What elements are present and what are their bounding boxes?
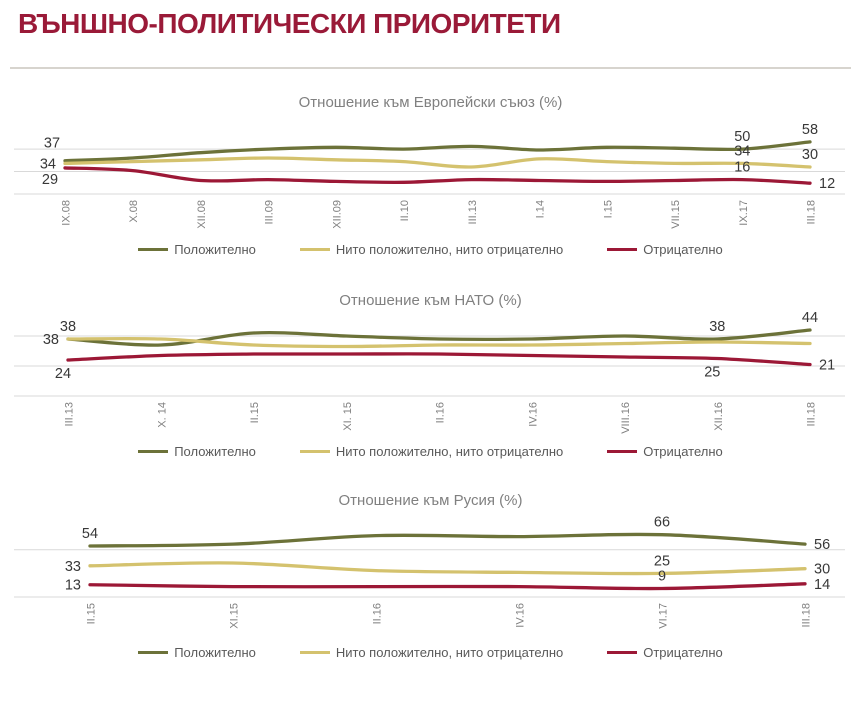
legend-item-neutral: Нито положително, нито отрицателно — [299, 645, 564, 660]
svg-text:21: 21 — [819, 358, 835, 374]
svg-text:38: 38 — [709, 319, 725, 335]
svg-text:II.15: II.15 — [86, 603, 98, 624]
legend-label-positive: Положително — [174, 645, 256, 660]
svg-text:29: 29 — [42, 172, 58, 188]
legend-label-neutral: Нито положително, нито отрицателно — [335, 444, 564, 459]
chart-nato: Отношение към НАТО (%) III.13 X. 14 II.15 X… — [0, 291, 861, 459]
svg-text:25: 25 — [704, 365, 720, 381]
svg-text:III.18: III.18 — [806, 200, 818, 224]
svg-text:56: 56 — [814, 537, 830, 553]
page-title: ВЪНШНО-ПОЛИТИЧЕСКИ ПРИОРИТЕТИ — [18, 8, 561, 39]
chart-eu-legend: Положително Нито положително, нито отриц… — [0, 242, 861, 257]
chart-eu: Отношение към Европейски съюз (%) IX.08 X… — [0, 93, 861, 257]
svg-text:II.16: II.16 — [372, 603, 384, 624]
svg-text:XI. 15: XI. 15 — [342, 402, 354, 431]
svg-text:VII.15: VII.15 — [670, 200, 682, 229]
svg-text:III.09: III.09 — [264, 200, 276, 224]
svg-text:II.10: II.10 — [399, 200, 411, 221]
legend-label-neutral: Нито положително, нито отрицателно — [335, 645, 564, 660]
svg-text:I.15: I.15 — [602, 200, 614, 218]
legend-line-positive-icon — [138, 450, 169, 453]
svg-text:34: 34 — [40, 156, 56, 172]
chart-nato-plot: III.13 X. 14 II.15 XI. 15 II.16 IV.16 VIII.16 X… — [14, 312, 845, 434]
svg-text:34: 34 — [734, 143, 750, 159]
legend-line-positive-icon — [138, 651, 169, 654]
svg-text:XII.09: XII.09 — [331, 200, 343, 229]
svg-text:XII.08: XII.08 — [196, 200, 208, 229]
svg-text:III.13: III.13 — [467, 200, 479, 224]
legend-item-negative: Отрицателно — [607, 242, 723, 257]
report-page: ВЪНШНО-ПОЛИТИЧЕСКИ ПРИОРИТЕТИ Отношение … — [0, 6, 861, 707]
chart-russia: Отношение към Русия (%) II.15 XI.15 II.16 I… — [0, 491, 861, 660]
legend-item-neutral: Нито положително, нито отрицателно — [299, 444, 564, 459]
legend-line-negative-icon — [607, 450, 638, 453]
legend-label-negative: Отрицателно — [643, 242, 723, 257]
chart-russia-plot: II.15 XI.15 II.16 IV.16 VI.17 III.18 54 33 13 66 2… — [14, 515, 845, 629]
chart-eu-title: Отношение към Европейски съюз (%) — [298, 94, 563, 111]
legend-line-negative-icon — [607, 651, 638, 654]
legend-item-positive: Положително — [138, 242, 256, 257]
svg-text:IX.08: IX.08 — [61, 200, 73, 226]
svg-text:9: 9 — [658, 569, 666, 585]
legend-item-positive: Положително — [138, 645, 256, 660]
svg-text:50: 50 — [734, 129, 750, 145]
svg-text:III.18: III.18 — [801, 603, 813, 627]
legend-line-negative-icon — [607, 248, 638, 251]
chart-eu-plot: IX.08 X.08 XII.08 III.09 XII.09 II.10 III.13 I.… — [14, 122, 845, 229]
chart-russia-legend: Положително Нито положително, нито отриц… — [0, 645, 861, 660]
svg-text:33: 33 — [65, 559, 81, 575]
svg-text:XII.16: XII.16 — [713, 402, 725, 431]
svg-text:I.14: I.14 — [535, 200, 547, 218]
legend-line-neutral-icon — [299, 248, 330, 251]
chart-russia-title: Отношение към Русия (%) — [338, 492, 523, 509]
svg-text:X.08: X.08 — [128, 200, 140, 223]
legend-item-neutral: Нито положително, нито отрицателно — [299, 242, 564, 257]
legend-line-neutral-icon — [299, 651, 330, 654]
legend-item-negative: Отрицателно — [607, 444, 723, 459]
legend-item-positive: Положително — [138, 444, 256, 459]
svg-text:XI.15: XI.15 — [229, 603, 241, 629]
svg-text:16: 16 — [734, 160, 750, 176]
svg-text:37: 37 — [44, 136, 60, 152]
svg-text:VI.17: VI.17 — [658, 603, 670, 629]
svg-text:25: 25 — [654, 553, 670, 569]
legend-item-negative: Отрицателно — [607, 645, 723, 660]
svg-text:II.15: II.15 — [249, 402, 261, 423]
svg-text:14: 14 — [814, 577, 830, 593]
legend-label-negative: Отрицателно — [643, 444, 723, 459]
svg-text:44: 44 — [802, 312, 818, 326]
svg-text:VIII.16: VIII.16 — [620, 402, 632, 434]
svg-text:IV.16: IV.16 — [515, 603, 527, 628]
legend-label-neutral: Нито положително, нито отрицателно — [335, 242, 564, 257]
svg-text:III.13: III.13 — [64, 402, 76, 426]
svg-text:13: 13 — [65, 578, 81, 594]
svg-text:38: 38 — [43, 332, 59, 348]
svg-text:58: 58 — [802, 122, 818, 138]
svg-text:III.18: III.18 — [806, 402, 818, 426]
legend-label-positive: Положително — [174, 444, 256, 459]
legend-line-positive-icon — [138, 248, 169, 251]
legend-label-positive: Положително — [174, 242, 256, 257]
svg-text:24: 24 — [55, 366, 71, 382]
chart-nato-title: Отношение към НАТО (%) — [339, 292, 522, 309]
svg-text:X. 14: X. 14 — [156, 402, 168, 428]
svg-text:66: 66 — [654, 515, 670, 531]
svg-text:IX.17: IX.17 — [738, 200, 750, 226]
svg-text:IV.16: IV.16 — [527, 402, 539, 427]
svg-text:II.16: II.16 — [435, 402, 447, 423]
svg-text:30: 30 — [814, 562, 830, 578]
legend-label-negative: Отрицателно — [643, 645, 723, 660]
header-divider — [10, 67, 851, 69]
svg-text:38: 38 — [60, 319, 76, 335]
chart-nato-legend: Положително Нито положително, нито отриц… — [0, 444, 861, 459]
svg-text:12: 12 — [819, 176, 835, 192]
svg-text:30: 30 — [802, 147, 818, 163]
svg-text:54: 54 — [82, 526, 98, 542]
legend-line-neutral-icon — [299, 450, 330, 453]
